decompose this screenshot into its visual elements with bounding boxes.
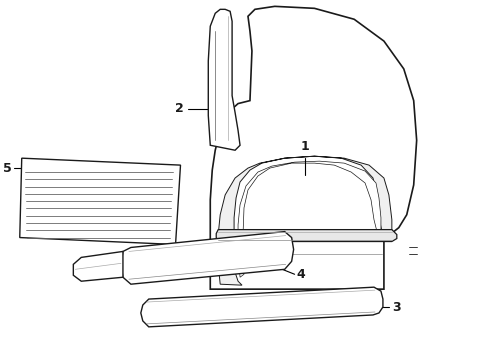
Polygon shape bbox=[121, 231, 294, 284]
Text: 3: 3 bbox=[392, 301, 400, 314]
Polygon shape bbox=[210, 6, 416, 289]
Text: 4: 4 bbox=[296, 268, 305, 281]
Polygon shape bbox=[238, 161, 381, 277]
Polygon shape bbox=[20, 158, 180, 244]
Text: 5: 5 bbox=[3, 162, 12, 175]
Polygon shape bbox=[216, 230, 397, 242]
Polygon shape bbox=[218, 156, 392, 285]
Text: 1: 1 bbox=[300, 140, 309, 153]
Polygon shape bbox=[74, 251, 123, 281]
Polygon shape bbox=[208, 9, 240, 150]
Polygon shape bbox=[141, 287, 383, 327]
Text: 2: 2 bbox=[175, 102, 183, 115]
